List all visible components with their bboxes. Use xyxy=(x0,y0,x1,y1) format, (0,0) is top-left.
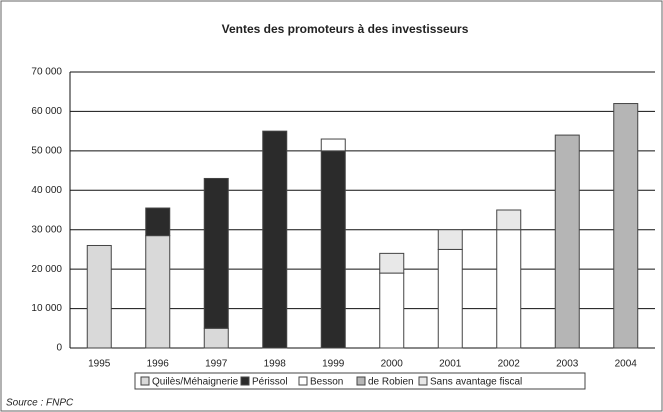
bar-segment xyxy=(496,229,522,349)
bar-segment xyxy=(145,207,171,237)
legend-label: de Robien xyxy=(368,377,414,388)
source: Source : FNPC xyxy=(6,398,74,409)
y-tick-label: 60 000 xyxy=(31,106,62,117)
chart-title: Ventes des promoteurs à des investisseur… xyxy=(222,22,469,36)
x-tick-label: 1996 xyxy=(147,359,170,370)
x-tick-label: 2002 xyxy=(498,359,521,370)
x-tick-label: 2003 xyxy=(556,359,579,370)
legend-swatch xyxy=(240,376,250,386)
bar-segment xyxy=(86,244,112,349)
bar-segment xyxy=(379,272,405,349)
legend-label: Quilès/Méhaignerie xyxy=(152,377,239,388)
legend-label: Périssol xyxy=(252,377,288,388)
x-tick-label: 1995 xyxy=(88,359,111,370)
x-tick-label: 2001 xyxy=(439,359,462,370)
bar-segment xyxy=(203,177,229,329)
y-tick-label: 10 000 xyxy=(31,303,62,314)
y-tick-label: 0 xyxy=(56,343,62,354)
bar-segment xyxy=(437,229,463,250)
legend-label: Besson xyxy=(310,377,343,388)
x-tick-label: 1998 xyxy=(264,359,287,370)
y-tick-label: 40 000 xyxy=(31,185,62,196)
bar-segment xyxy=(496,209,522,231)
bar-segment xyxy=(320,138,346,152)
bar-segment xyxy=(320,150,346,349)
bar-segment xyxy=(554,134,580,349)
legend-swatch xyxy=(298,376,308,386)
bar-segment xyxy=(145,235,171,349)
bar-segment xyxy=(613,103,639,349)
legend-swatch xyxy=(140,376,150,386)
y-tick-label: 20 000 xyxy=(31,264,62,275)
bar-segment xyxy=(262,130,288,349)
x-tick-label: 2004 xyxy=(615,359,638,370)
x-tick-label: 2000 xyxy=(381,359,404,370)
bar-segment xyxy=(437,248,463,349)
x-tick-label: 1999 xyxy=(322,359,345,370)
y-tick-label: 50 000 xyxy=(31,145,62,156)
legend-swatch xyxy=(418,376,428,386)
x-tick-label: 1997 xyxy=(205,359,228,370)
legend-swatch xyxy=(356,376,366,386)
y-tick-label: 70 000 xyxy=(31,67,62,78)
legend-label: Sans avantage fiscal xyxy=(430,377,522,388)
bar-segment xyxy=(203,327,229,349)
bar-segment xyxy=(379,252,405,274)
y-tick-label: 30 000 xyxy=(31,224,62,235)
